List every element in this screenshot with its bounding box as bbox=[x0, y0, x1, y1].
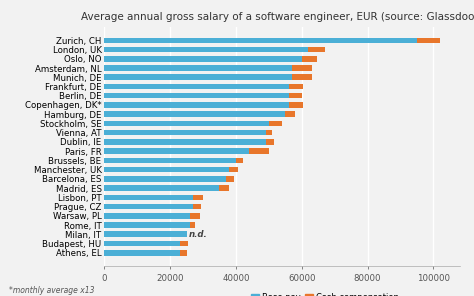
Bar bbox=[292, 75, 311, 80]
Bar bbox=[226, 176, 234, 182]
Bar bbox=[104, 38, 417, 43]
Bar bbox=[104, 204, 193, 209]
Bar bbox=[309, 47, 325, 52]
Bar bbox=[302, 56, 317, 62]
Text: *monthly average x13: *monthly average x13 bbox=[9, 286, 95, 295]
Bar bbox=[104, 157, 236, 163]
Bar bbox=[236, 157, 243, 163]
Bar bbox=[104, 250, 180, 255]
Bar bbox=[104, 176, 226, 182]
Bar bbox=[190, 222, 195, 228]
Bar bbox=[104, 222, 190, 228]
Bar bbox=[104, 185, 219, 191]
Bar bbox=[180, 250, 187, 255]
Bar bbox=[104, 111, 285, 117]
Bar bbox=[104, 75, 292, 80]
Bar bbox=[104, 121, 269, 126]
Bar bbox=[289, 102, 303, 108]
Bar bbox=[104, 213, 190, 218]
Bar bbox=[104, 148, 249, 154]
Legend: Base pay, Cash compensation: Base pay, Cash compensation bbox=[247, 290, 402, 296]
Bar bbox=[180, 241, 188, 246]
Bar bbox=[265, 130, 272, 136]
Bar bbox=[104, 194, 193, 200]
Bar bbox=[269, 121, 282, 126]
Bar bbox=[190, 213, 200, 218]
Bar bbox=[104, 56, 302, 62]
Bar bbox=[104, 241, 180, 246]
Text: n.d.: n.d. bbox=[189, 230, 208, 239]
Bar bbox=[104, 84, 289, 89]
Bar bbox=[193, 204, 201, 209]
Bar bbox=[104, 130, 265, 136]
Bar bbox=[219, 185, 229, 191]
Bar bbox=[292, 65, 311, 71]
Bar bbox=[193, 194, 203, 200]
Bar bbox=[104, 65, 292, 71]
Bar bbox=[289, 84, 303, 89]
Bar bbox=[249, 148, 269, 154]
Bar bbox=[417, 38, 440, 43]
Title: Average annual gross salary of a software engineer, EUR (source: Glassdoor): Average annual gross salary of a softwar… bbox=[81, 12, 474, 22]
Bar bbox=[104, 93, 289, 99]
Bar bbox=[289, 93, 302, 99]
Bar bbox=[229, 167, 237, 172]
Bar bbox=[285, 111, 295, 117]
Bar bbox=[104, 102, 289, 108]
Bar bbox=[104, 167, 229, 172]
Bar bbox=[104, 231, 187, 237]
Bar bbox=[265, 139, 274, 145]
Bar bbox=[104, 139, 265, 145]
Bar bbox=[104, 47, 309, 52]
